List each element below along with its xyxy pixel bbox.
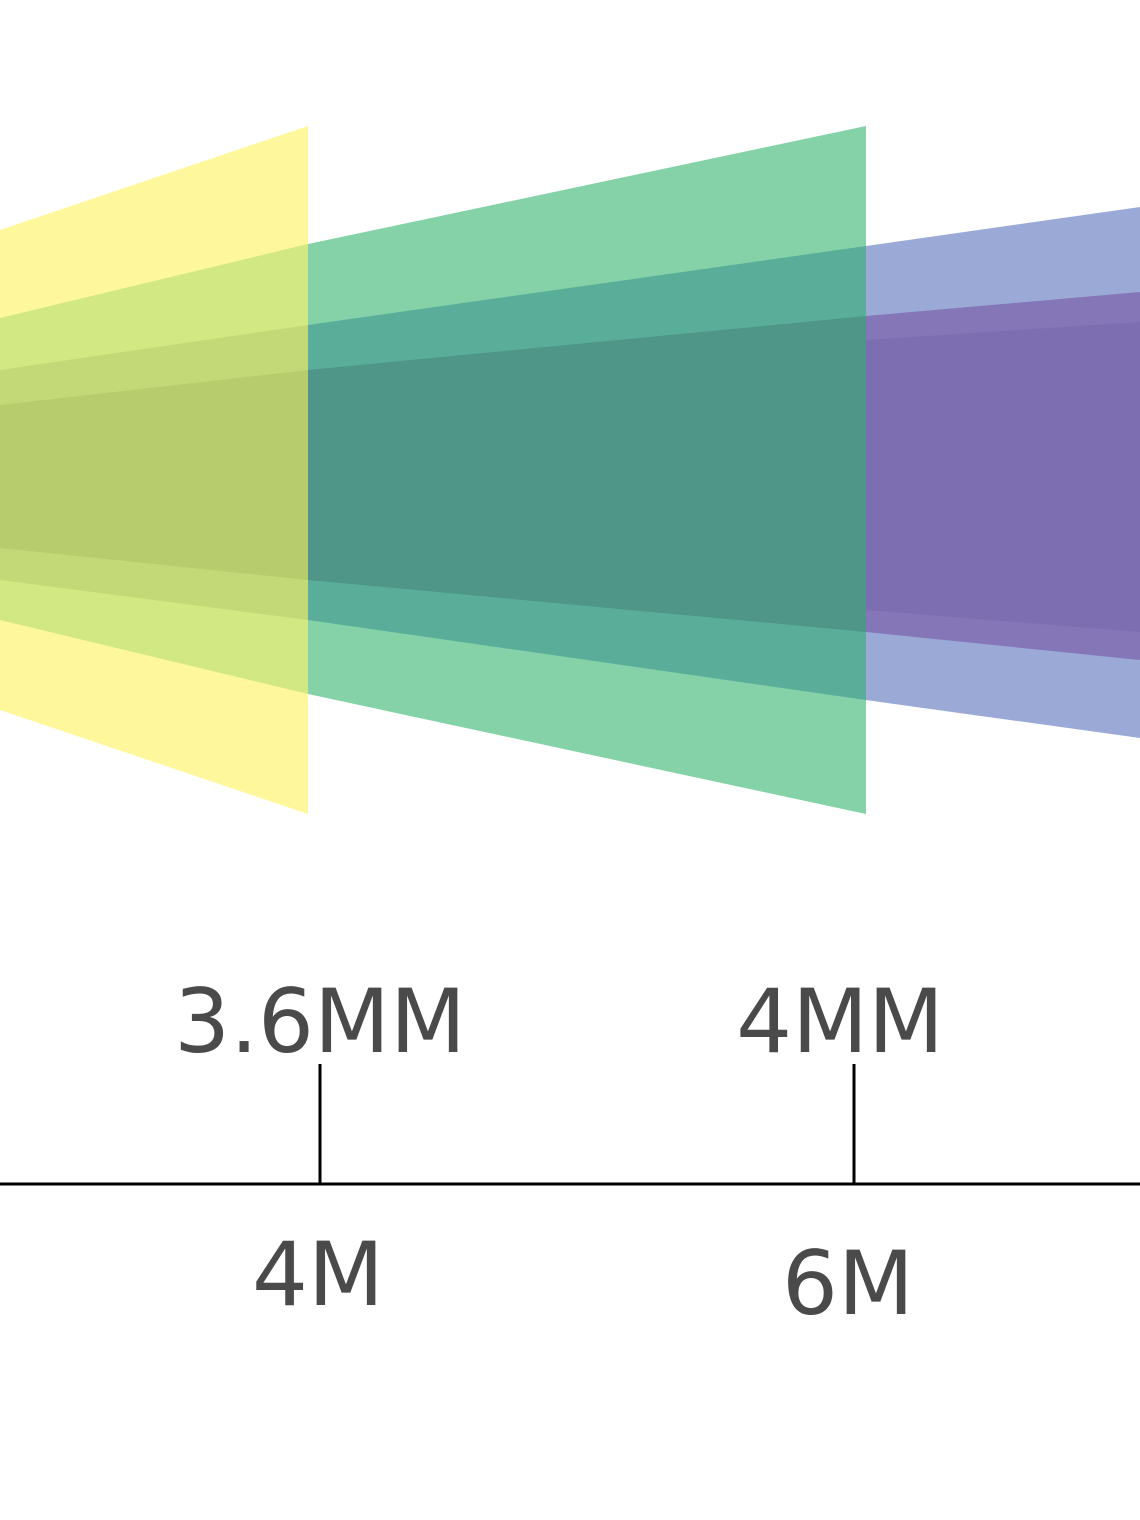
band-inner-green <box>308 316 866 632</box>
band-inner-purple <box>866 322 1140 632</box>
coverage-band-next <box>866 207 1140 738</box>
focal-label-2: 4MM <box>736 970 944 1073</box>
coverage-band-3.6mm <box>0 126 308 814</box>
coverage-band-4mm <box>308 126 866 814</box>
distance-label-1: 4M <box>252 1223 384 1326</box>
distance-label-2: 6M <box>782 1232 914 1335</box>
focal-label-1: 3.6MM <box>174 970 466 1073</box>
band-inner-yellow-2 <box>0 370 308 580</box>
